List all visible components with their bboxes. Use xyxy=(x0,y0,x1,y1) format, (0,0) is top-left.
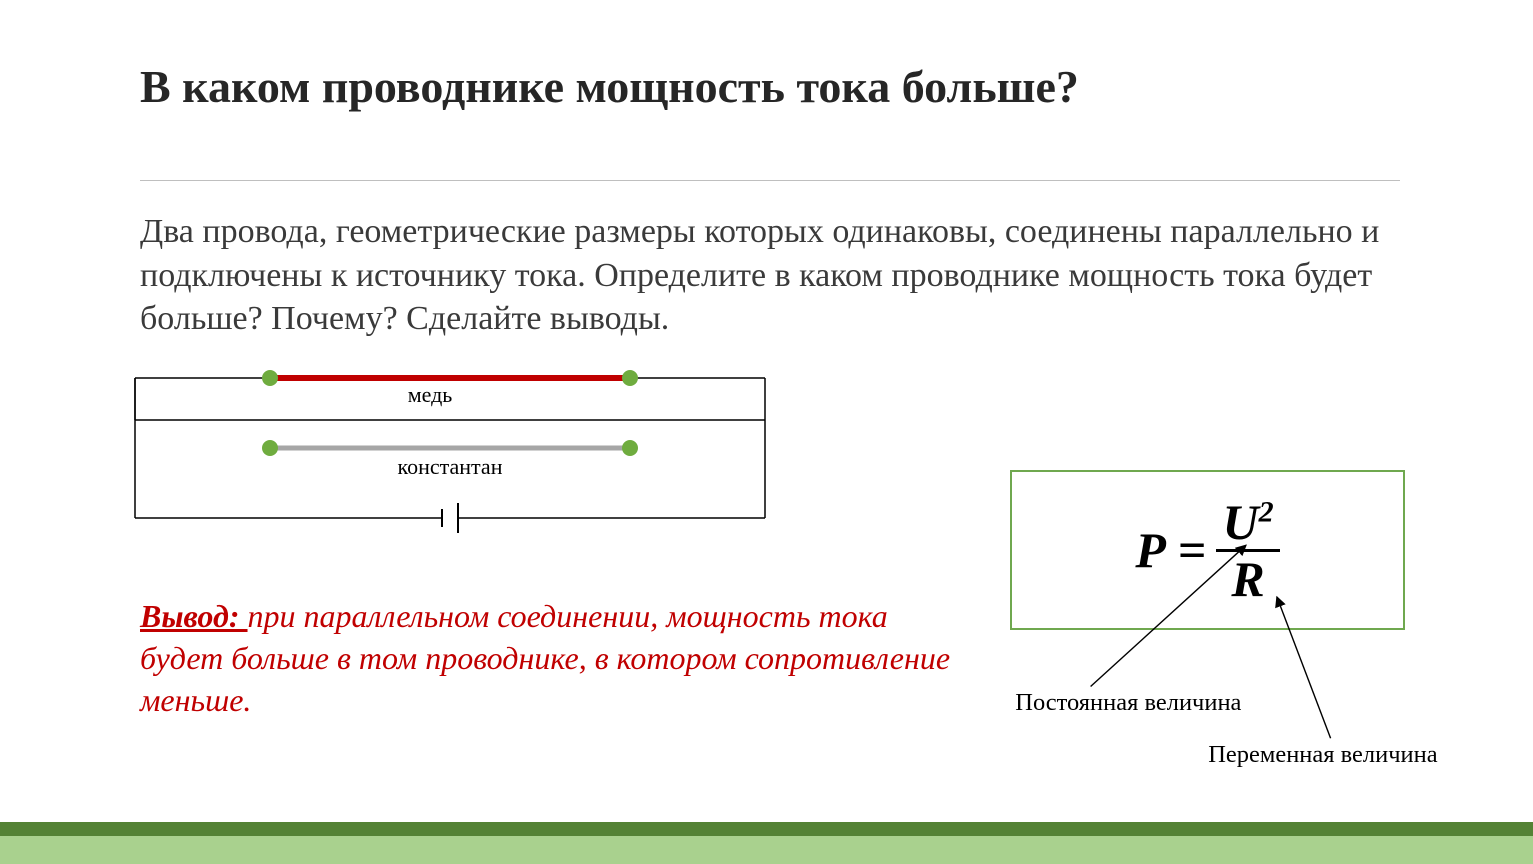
copper-label: медь xyxy=(408,382,453,407)
formula-u: U xyxy=(1222,494,1258,550)
conclusion-body: при параллельном соединении, мощность то… xyxy=(140,598,950,718)
node-icon xyxy=(622,440,638,456)
node-icon xyxy=(622,370,638,386)
formula-r: R xyxy=(1225,552,1270,604)
circuit-diagram: медь константан xyxy=(130,360,770,560)
conclusion-lead: Вывод: xyxy=(140,598,248,634)
annotation-constant: Постоянная величина xyxy=(1015,689,1241,716)
formula-equals: = xyxy=(1178,521,1207,579)
conclusion-text: Вывод: при параллельном соединении, мощн… xyxy=(140,595,970,722)
title-divider xyxy=(140,180,1400,181)
power-formula: P = U2 R xyxy=(1135,497,1279,604)
formula-p: P xyxy=(1135,521,1166,579)
formula-exp: 2 xyxy=(1259,495,1274,528)
constantan-label: константан xyxy=(398,454,503,479)
footer-band xyxy=(0,822,1533,864)
node-icon xyxy=(262,370,278,386)
slide-title: В каком проводнике мощность тока больше? xyxy=(140,60,1079,113)
formula-box: P = U2 R xyxy=(1010,470,1405,630)
problem-statement: Два провода, геометрические размеры кото… xyxy=(140,210,1400,341)
annotation-variable: Переменная величина xyxy=(1208,741,1437,768)
